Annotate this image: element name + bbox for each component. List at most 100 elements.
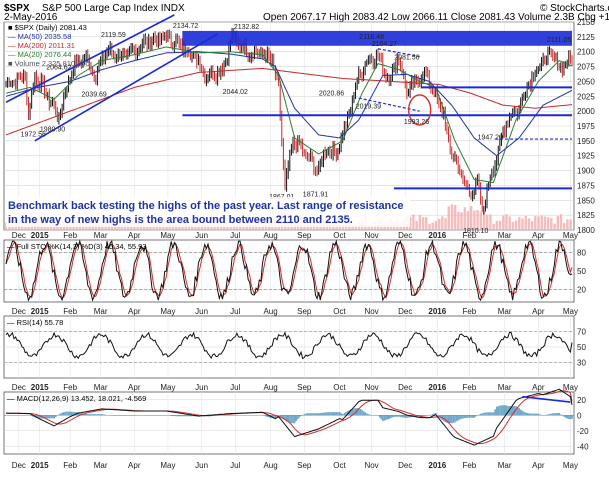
note-line-2: in the way of new highs is the area boun… [8,214,353,226]
macd-histogram-bar [174,415,176,416]
volume-bar [422,217,424,230]
macd-histogram-bar [63,412,65,415]
x-tick-label: Jul [230,383,240,392]
macd-histogram-bar [300,415,302,416]
macd-histogram-bar [531,414,533,416]
price-y-tick-label: 1850 [577,196,595,205]
macd-histogram-bar [58,414,60,415]
macd-histogram-bar [329,412,331,415]
macd-histogram-bar [469,415,471,418]
macd-histogram-bar [432,414,434,415]
x-tick-label: May [160,461,175,470]
macd-histogram-bar [188,415,190,416]
macd-histogram-bar [560,414,562,415]
volume-bar [438,219,440,230]
macd-histogram-bar [85,414,87,415]
x-tick-label: Jul [230,307,240,316]
x-tick-label: Apr [532,461,545,470]
macd-histogram-bar [570,415,572,419]
macd-histogram-bar [337,412,339,415]
macd-histogram-bar [318,413,320,415]
macd-histogram-bar [100,414,102,415]
macd-histogram-bar [498,406,500,415]
volume-bar [415,221,417,230]
macd-histogram-bar [385,415,387,420]
macd-histogram-bar [461,415,463,419]
x-tick-label: Mar [94,307,108,316]
macd-histogram-bar [265,415,267,416]
x-tick-label: Jul [230,231,240,240]
macd-histogram-bar [320,413,322,415]
macd-histogram-bar [501,405,503,415]
x-tick-label: Aug [263,383,277,392]
x-tick-label: 2016 [428,307,446,316]
x-tick-label: Sep [297,307,312,316]
x-tick-label: Apr [532,307,545,316]
price-y-tick-label: 1900 [577,167,595,176]
price-label: 2134.72 [173,23,198,30]
macd-histogram-bar [69,412,71,416]
price-label: 2132.82 [234,24,259,31]
x-tick-label: 2015 [31,307,49,316]
macd-histogram-bar [547,414,549,415]
macd-histogram-bar [393,415,395,417]
x-tick-label: Feb [63,307,77,316]
rsi-y-tick-label: 30 [577,359,586,368]
x-tick-label: 2015 [31,461,49,470]
price-y-tick-label: 1875 [577,181,595,190]
macd-histogram-bar [98,414,100,415]
x-tick-label: Jun [195,231,208,240]
x-tick-label: Mar [498,307,512,316]
chart-date: 2-May-2016 [4,12,58,23]
legend-ma50: — MA(50) 2035.58 [8,32,71,41]
macd-histogram-bar [326,412,328,415]
macd-histogram-bar [389,415,391,419]
price-label: 2111.05 [547,37,571,44]
volume-bar [569,220,571,230]
volume-bar [496,221,498,230]
volume-bar [512,222,514,230]
volume-bar [537,216,539,230]
macd-histogram-bar [53,415,55,418]
macd-histogram-bar [65,412,67,416]
macd-histogram-bar [555,413,557,415]
x-tick-label: Apr [128,307,141,316]
x-tick-label: Nov [364,461,378,470]
price-label: 2039.69 [82,92,107,99]
macd-y-tick-label: -40 [577,442,589,451]
macd-histogram-bar [55,415,57,417]
price-label: 1980.90 [40,126,65,133]
volume-bar [441,216,443,230]
x-tick-label: 2016 [428,231,446,240]
price-y-tick-label: 2150 [577,18,595,27]
price-label: 1810.10 [463,228,488,235]
legend-rsi: — RSI(14) 55.78 [7,318,63,327]
x-tick-label: Dec [12,461,26,470]
macd-histogram-bar [499,406,501,416]
macd-histogram-bar [486,412,488,415]
macd-histogram-bar [382,415,384,421]
x-tick-label: Aug [263,231,277,240]
x-tick-label: Mar [94,461,108,470]
macd-histogram-bar [92,414,94,415]
macd-histogram-bar [297,415,299,419]
macd-histogram-bar [45,415,47,418]
legend-macd: — MACD(12,26,9) 13.452, 18.021, -4.569 [7,394,146,403]
macd-histogram-bar [554,413,556,415]
volume-bar [412,215,414,230]
x-tick-label: Dec [398,231,412,240]
price-y-tick-label: 2025 [577,92,595,101]
macd-histogram-bar [557,413,559,415]
macd-histogram-bar [401,415,403,417]
macd-histogram-bar [172,415,174,416]
macd-histogram-bar [565,415,567,417]
volume-bar [531,221,533,230]
price-y-tick-label: 2075 [577,63,595,72]
price-label: 1947.20 [478,135,503,142]
x-tick-label: Dec [398,307,412,316]
macd-histogram-bar [480,414,482,415]
macd-histogram-bar [47,415,49,418]
macd-histogram-bar [103,414,105,415]
x-tick-label: Sep [297,231,312,240]
macd-histogram-bar [324,412,326,415]
